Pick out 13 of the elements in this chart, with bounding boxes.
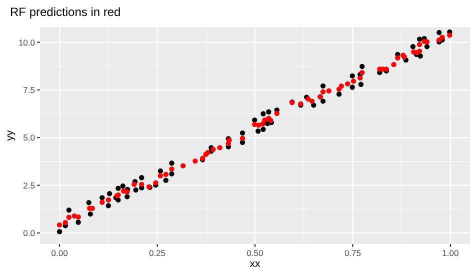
y-tick-label: 2.5 xyxy=(23,180,36,190)
y-tick-label: 0.0 xyxy=(23,228,36,238)
y-tick-label: 7.5 xyxy=(23,84,36,95)
x-axis-title: xx xyxy=(250,258,261,270)
x-tick-label: 1.00 xyxy=(442,248,459,258)
x-tick-label: 0.75 xyxy=(344,248,362,258)
y-axis-title: yy xyxy=(4,130,16,141)
y-tick-label: 5.0 xyxy=(23,132,36,143)
chart-title: RF predictions in red xyxy=(10,5,121,19)
x-tick-label: 0.00 xyxy=(51,248,68,258)
x-tick-label: 0.50 xyxy=(246,248,264,258)
y-tick-label: 10.0 xyxy=(18,37,36,48)
x-tick-label: 0.25 xyxy=(149,248,166,258)
